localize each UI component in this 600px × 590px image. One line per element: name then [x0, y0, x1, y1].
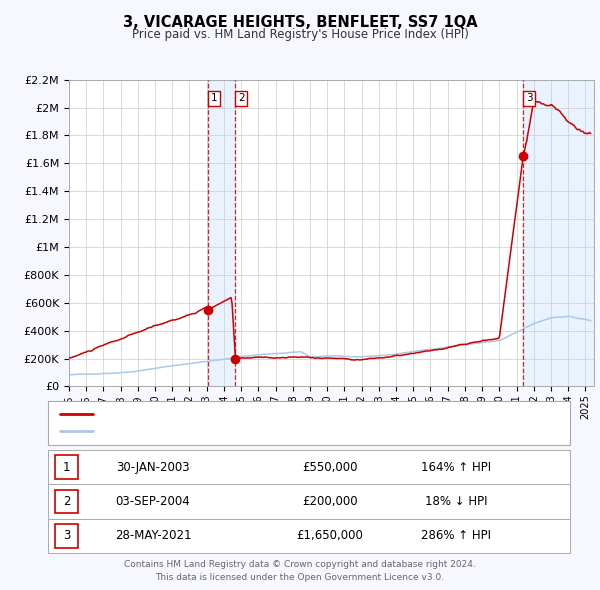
Text: £1,650,000: £1,650,000	[296, 529, 364, 542]
Text: £200,000: £200,000	[302, 495, 358, 508]
Text: 18% ↓ HPI: 18% ↓ HPI	[425, 495, 487, 508]
Text: HPI: Average price, detached house, Castle Point: HPI: Average price, detached house, Cast…	[102, 426, 374, 435]
Text: £550,000: £550,000	[302, 461, 358, 474]
Text: 03-SEP-2004: 03-SEP-2004	[116, 495, 190, 508]
Text: 2: 2	[63, 495, 70, 508]
Text: Price paid vs. HM Land Registry's House Price Index (HPI): Price paid vs. HM Land Registry's House …	[131, 28, 469, 41]
Text: 164% ↑ HPI: 164% ↑ HPI	[421, 461, 491, 474]
Text: 28-MAY-2021: 28-MAY-2021	[115, 529, 191, 542]
Text: This data is licensed under the Open Government Licence v3.0.: This data is licensed under the Open Gov…	[155, 573, 445, 582]
Text: 1: 1	[63, 461, 70, 474]
Text: 3: 3	[526, 93, 533, 103]
Text: 286% ↑ HPI: 286% ↑ HPI	[421, 529, 491, 542]
Text: Contains HM Land Registry data © Crown copyright and database right 2024.: Contains HM Land Registry data © Crown c…	[124, 560, 476, 569]
Text: 3: 3	[63, 529, 70, 542]
Text: 3, VICARAGE HEIGHTS, BENFLEET, SS7 1QA (detached house): 3, VICARAGE HEIGHTS, BENFLEET, SS7 1QA (…	[102, 409, 446, 419]
Text: 2: 2	[238, 93, 245, 103]
Text: 30-JAN-2003: 30-JAN-2003	[116, 461, 190, 474]
Text: 1: 1	[211, 93, 217, 103]
Text: 3, VICARAGE HEIGHTS, BENFLEET, SS7 1QA: 3, VICARAGE HEIGHTS, BENFLEET, SS7 1QA	[122, 15, 478, 30]
Bar	[208, 80, 235, 386]
Bar	[523, 80, 594, 386]
